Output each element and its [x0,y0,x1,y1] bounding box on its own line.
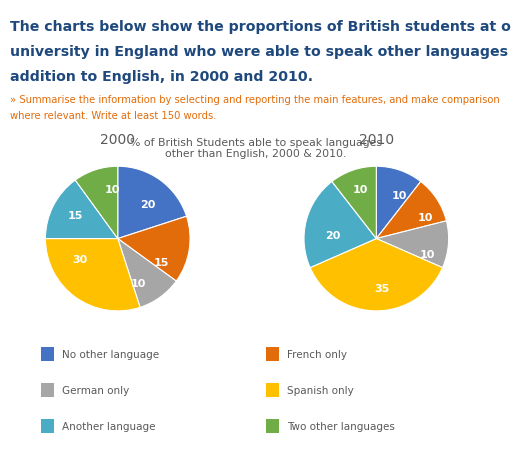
Wedge shape [75,167,118,239]
Text: where relevant. Write at least 150 words.: where relevant. Write at least 150 words… [10,110,217,120]
Wedge shape [304,182,376,268]
Text: » Summarise the information by selecting and reporting the main features, and ma: » Summarise the information by selecting… [10,95,500,105]
Text: Two other languages: Two other languages [287,421,395,431]
Wedge shape [118,217,190,281]
Wedge shape [376,221,449,268]
Wedge shape [332,167,376,239]
Wedge shape [118,167,186,239]
Text: German only: German only [62,385,129,395]
Wedge shape [376,182,446,239]
Wedge shape [46,239,140,311]
Text: 10: 10 [419,250,435,260]
Text: The charts below show the proportions of British students at one: The charts below show the proportions of… [10,20,512,34]
Text: 10: 10 [104,185,120,195]
Text: 35: 35 [374,283,390,293]
Text: 10: 10 [418,212,433,222]
Text: French only: French only [287,349,347,359]
Text: 10: 10 [353,185,368,195]
Text: 10: 10 [131,279,146,289]
Text: 20: 20 [140,199,156,209]
Text: 15: 15 [68,211,83,221]
Text: 30: 30 [73,254,88,264]
Text: No other language: No other language [62,349,159,359]
Wedge shape [46,181,118,239]
Text: 20: 20 [325,230,340,240]
Wedge shape [376,167,421,239]
Title: 2010: 2010 [359,132,394,146]
Text: university in England who were able to speak other languages in: university in England who were able to s… [10,45,512,59]
Wedge shape [118,239,176,308]
Text: 15: 15 [154,257,169,267]
Text: % of British Students able to speak languages
other than English, 2000 & 2010.: % of British Students able to speak lang… [130,138,382,159]
Text: 10: 10 [392,191,407,201]
Text: addition to English, in 2000 and 2010.: addition to English, in 2000 and 2010. [10,70,313,84]
Text: Another language: Another language [62,421,156,431]
Wedge shape [310,239,442,311]
Title: 2000: 2000 [100,132,135,146]
Text: Spanish only: Spanish only [287,385,354,395]
